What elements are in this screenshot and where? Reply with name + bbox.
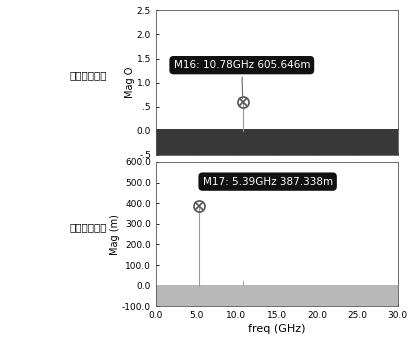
Y-axis label: Mag O: Mag O [125, 67, 135, 98]
Text: 输出信号频率: 输出信号频率 [69, 222, 107, 232]
Y-axis label: Mag (m): Mag (m) [110, 214, 120, 254]
Text: M17: 5.39GHz 387.338m: M17: 5.39GHz 387.338m [202, 177, 332, 187]
Text: 注入信号频率: 注入信号频率 [69, 70, 107, 80]
X-axis label: freq (GHz): freq (GHz) [247, 324, 305, 334]
Bar [155, 129, 397, 155]
Text: M16: 10.78GHz 605.646m: M16: 10.78GHz 605.646m [173, 60, 309, 99]
Bar [155, 285, 397, 306]
